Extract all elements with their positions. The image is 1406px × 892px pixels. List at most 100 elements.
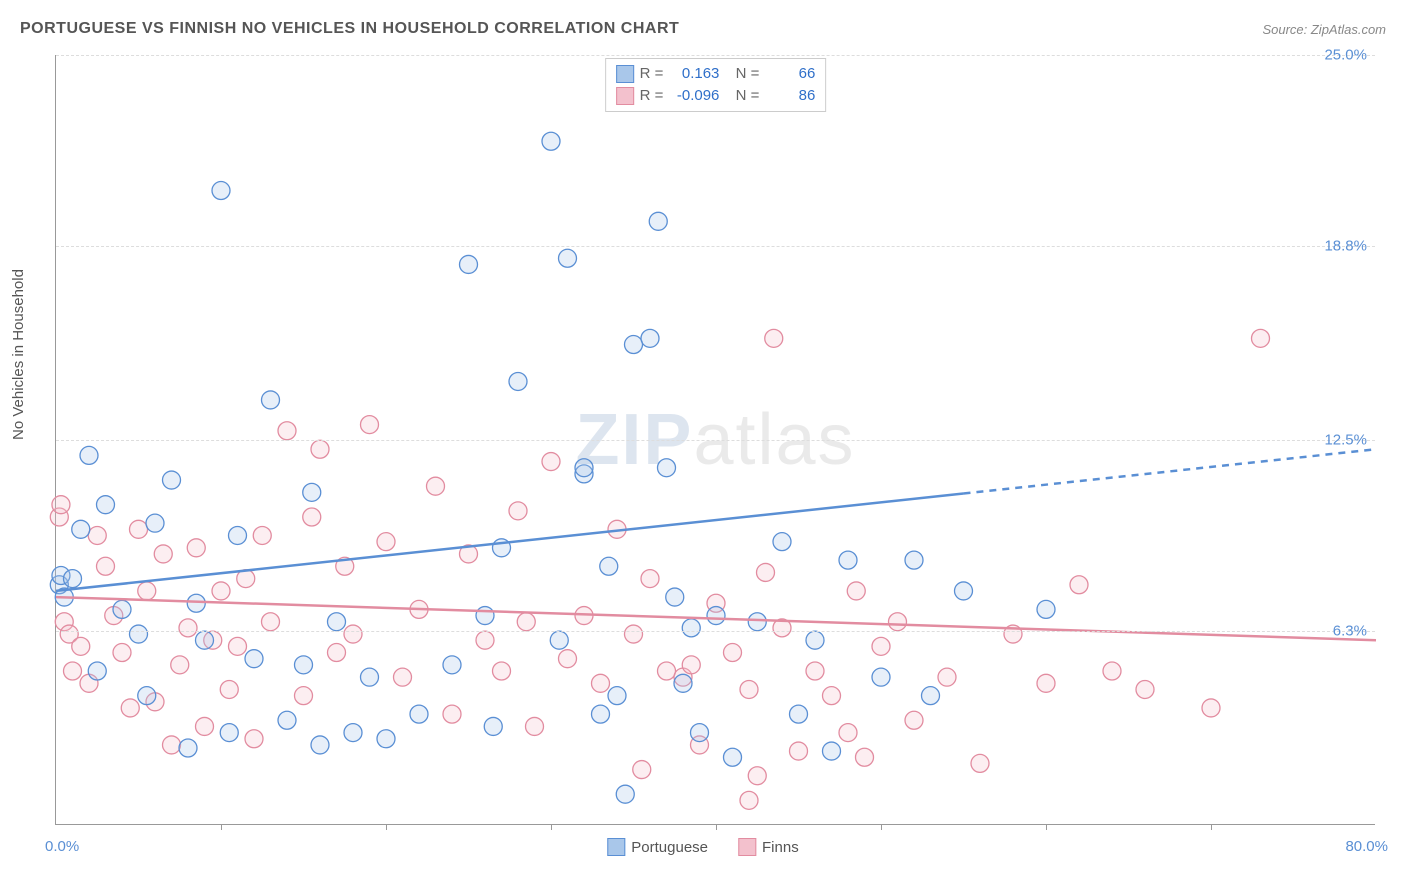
x-tick bbox=[551, 824, 552, 830]
data-point bbox=[476, 631, 494, 649]
x-tick bbox=[1211, 824, 1212, 830]
legend-item-finns: Finns bbox=[738, 838, 799, 856]
data-point bbox=[740, 791, 758, 809]
data-point bbox=[806, 631, 824, 649]
x-tick bbox=[716, 824, 717, 830]
data-point bbox=[163, 471, 181, 489]
data-point bbox=[625, 336, 643, 354]
data-point bbox=[748, 767, 766, 785]
data-point bbox=[592, 705, 610, 723]
data-point bbox=[1037, 674, 1055, 692]
data-point bbox=[682, 656, 700, 674]
data-point bbox=[971, 754, 989, 772]
data-point bbox=[641, 570, 659, 588]
data-point bbox=[790, 742, 808, 760]
data-point bbox=[1037, 600, 1055, 618]
y-axis-label: No Vehicles in Household bbox=[10, 269, 27, 440]
data-point bbox=[757, 563, 775, 581]
data-point bbox=[72, 520, 90, 538]
data-point bbox=[303, 483, 321, 501]
data-point bbox=[955, 582, 973, 600]
data-point bbox=[262, 391, 280, 409]
data-point bbox=[443, 656, 461, 674]
data-point bbox=[394, 668, 412, 686]
data-point bbox=[1103, 662, 1121, 680]
x-axis-max: 80.0% bbox=[1345, 838, 1388, 855]
data-point bbox=[922, 687, 940, 705]
data-point bbox=[262, 613, 280, 631]
swatch-finns bbox=[738, 838, 756, 856]
data-point bbox=[88, 526, 106, 544]
data-point bbox=[443, 705, 461, 723]
data-point bbox=[641, 329, 659, 347]
data-point bbox=[245, 650, 263, 668]
data-point bbox=[575, 459, 593, 477]
data-point bbox=[839, 724, 857, 742]
data-point bbox=[559, 249, 577, 267]
data-point bbox=[72, 637, 90, 655]
data-point bbox=[187, 594, 205, 612]
data-point bbox=[163, 736, 181, 754]
data-point bbox=[765, 329, 783, 347]
data-point bbox=[872, 668, 890, 686]
data-point bbox=[196, 631, 214, 649]
data-point bbox=[724, 644, 742, 662]
data-point bbox=[220, 724, 238, 742]
data-point bbox=[509, 372, 527, 390]
data-point bbox=[303, 508, 321, 526]
data-point bbox=[179, 739, 197, 757]
data-point bbox=[1202, 699, 1220, 717]
data-point bbox=[64, 570, 82, 588]
data-point bbox=[295, 656, 313, 674]
data-point bbox=[64, 662, 82, 680]
x-tick bbox=[386, 824, 387, 830]
data-point bbox=[550, 631, 568, 649]
data-point bbox=[658, 662, 676, 680]
gridline bbox=[56, 55, 1375, 56]
legend-item-portuguese: Portuguese bbox=[607, 838, 708, 856]
data-point bbox=[847, 582, 865, 600]
data-point bbox=[1070, 576, 1088, 594]
data-point bbox=[121, 699, 139, 717]
data-point bbox=[839, 551, 857, 569]
data-point bbox=[113, 644, 131, 662]
data-point bbox=[311, 440, 329, 458]
data-point bbox=[823, 742, 841, 760]
data-point bbox=[171, 656, 189, 674]
data-point bbox=[138, 687, 156, 705]
data-point bbox=[616, 785, 634, 803]
data-point bbox=[253, 526, 271, 544]
data-point bbox=[905, 551, 923, 569]
data-point bbox=[278, 422, 296, 440]
data-point bbox=[220, 680, 238, 698]
data-point bbox=[493, 662, 511, 680]
data-point bbox=[229, 526, 247, 544]
y-tick-label: 6.3% bbox=[1333, 622, 1367, 639]
y-tick-label: 12.5% bbox=[1324, 432, 1367, 449]
data-point bbox=[344, 724, 362, 742]
gridline bbox=[56, 440, 1375, 441]
data-point bbox=[691, 724, 709, 742]
data-point bbox=[823, 687, 841, 705]
data-point bbox=[361, 668, 379, 686]
data-point bbox=[187, 539, 205, 557]
x-axis-min: 0.0% bbox=[45, 838, 79, 855]
data-point bbox=[295, 687, 313, 705]
data-point bbox=[517, 613, 535, 631]
data-point bbox=[682, 619, 700, 637]
gridline bbox=[56, 246, 1375, 247]
data-point bbox=[138, 582, 156, 600]
data-point bbox=[80, 446, 98, 464]
data-point bbox=[542, 453, 560, 471]
data-point bbox=[806, 662, 824, 680]
chart-title: PORTUGUESE VS FINNISH NO VEHICLES IN HOU… bbox=[20, 20, 679, 38]
data-point bbox=[476, 607, 494, 625]
data-point bbox=[625, 625, 643, 643]
data-point bbox=[1252, 329, 1270, 347]
data-point bbox=[52, 496, 70, 514]
data-point bbox=[790, 705, 808, 723]
data-point bbox=[592, 674, 610, 692]
data-point bbox=[377, 730, 395, 748]
data-point bbox=[377, 533, 395, 551]
data-point bbox=[212, 182, 230, 200]
